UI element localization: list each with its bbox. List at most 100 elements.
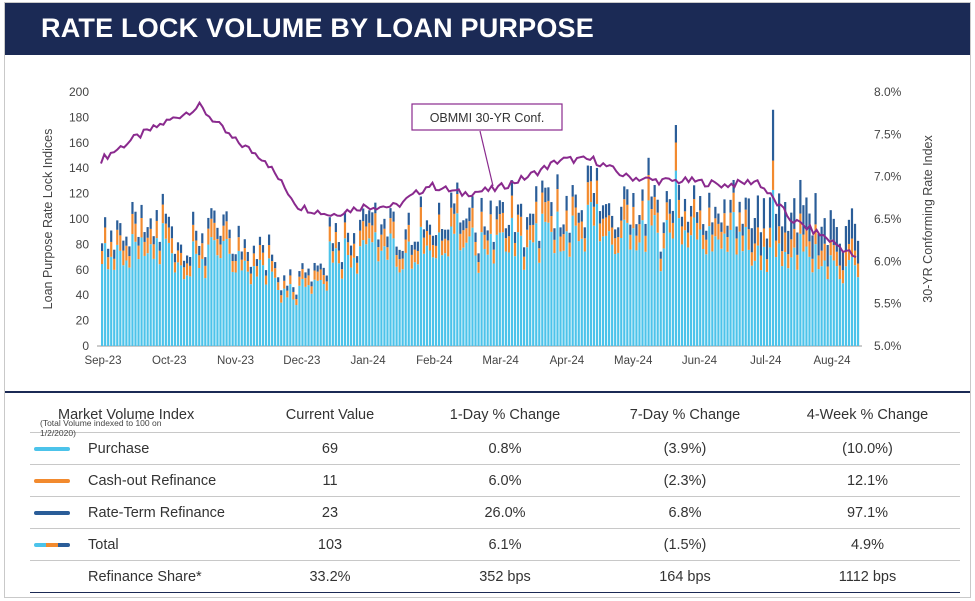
cashout-bar-segment — [186, 263, 189, 276]
y-tick-label: 140 — [69, 161, 89, 175]
cashout-bar-segment — [425, 230, 429, 246]
cashout-bar-segment — [683, 211, 687, 231]
rateterm-bar-segment — [793, 198, 796, 229]
rateterm-bar-segment — [164, 213, 167, 224]
purchase-bar-segment — [155, 238, 158, 346]
purchase-bar-segment — [756, 245, 759, 346]
rateterm-bar-segment — [714, 206, 717, 219]
rateterm-bar-segment — [741, 223, 744, 236]
rateterm-bar-segment — [222, 214, 225, 226]
cashout-bar-segment — [450, 207, 453, 227]
purchase-bar-segment — [240, 270, 243, 346]
rateterm-bar-segment — [298, 271, 301, 277]
rateterm-bar-segment — [352, 233, 356, 244]
cashout-bar-segment — [741, 235, 744, 252]
seven-day-change: 164 bps — [595, 560, 775, 593]
purchase-bar-segment — [116, 244, 119, 346]
rateterm-bar-segment — [620, 206, 623, 221]
cashout-bar-segment — [826, 266, 829, 280]
rateterm-bar-segment — [844, 226, 848, 252]
cashout-bar-segment — [844, 251, 848, 267]
rateterm-bar-segment — [592, 193, 596, 207]
purchase-bar-segment — [119, 250, 122, 346]
purchase-bar-segment — [550, 231, 553, 346]
cashout-bar-segment — [592, 206, 596, 226]
cashout-bar-segment — [243, 247, 246, 261]
rateterm-bar-segment — [784, 202, 787, 233]
purchase-bar-segment — [295, 305, 298, 346]
table-row: Cash-out Refinance 11 6.0% (2.3%) 12.1% — [30, 464, 960, 497]
cashout-bar-segment — [562, 234, 565, 251]
rateterm-bar-segment — [574, 194, 577, 208]
rateterm-bar-segment — [516, 204, 520, 215]
rateterm-bar-segment — [483, 226, 486, 235]
purchase-bar-segment — [222, 241, 225, 346]
cashout-bar-segment — [271, 261, 274, 272]
rateterm-bar-segment — [161, 193, 164, 205]
rateterm-bar-segment — [158, 241, 161, 251]
seven-day-change: 6.8% — [595, 496, 775, 529]
rateterm-bar-segment — [595, 167, 599, 181]
purchase-bar-segment — [671, 238, 674, 346]
cashout-bar-segment — [544, 202, 547, 222]
four-week-change: 1112 bps — [775, 560, 960, 593]
rateterm-bar-segment — [853, 223, 857, 251]
purchase-bar-segment — [574, 225, 577, 346]
purchase-bar-segment — [677, 218, 681, 346]
rateterm-swatch — [34, 510, 70, 515]
cashout-bar-segment — [195, 240, 198, 254]
rateterm-bar-segment — [702, 224, 705, 235]
cashout-swatch — [34, 478, 70, 483]
cashout-bar-segment — [832, 245, 835, 261]
cashout-bar-segment — [438, 214, 441, 233]
cashout-bar-segment — [468, 221, 471, 237]
rateterm-bar-segment — [413, 241, 416, 250]
purchase-bar-segment — [380, 250, 383, 346]
four-week-change: 12.1% — [775, 464, 960, 497]
rateterm-bar-segment — [617, 227, 620, 238]
rateterm-bar-segment — [286, 285, 289, 291]
cashout-bar-segment — [817, 255, 820, 270]
rateterm-bar-segment — [195, 230, 198, 241]
y-tick-label: 20 — [76, 314, 90, 328]
cashout-bar-segment — [696, 222, 699, 240]
x-tick-label: Jun-24 — [682, 355, 718, 367]
cashout-bar-segment — [659, 258, 662, 272]
cashout-bar-segment — [668, 213, 671, 233]
purchase-bar-segment — [856, 277, 860, 346]
rateterm-bar-segment — [683, 198, 687, 212]
cashout-bar-segment — [768, 227, 772, 248]
cashout-bar-segment — [802, 234, 805, 252]
cashout-bar-segment — [653, 196, 656, 216]
purchase-bar-segment — [447, 256, 450, 346]
purchase-bar-segment — [686, 247, 690, 346]
cashout-bar-segment — [853, 250, 857, 266]
cashout-bar-segment — [689, 216, 693, 236]
rateterm-bar-segment — [334, 223, 337, 232]
rateterm-bar-segment — [856, 240, 860, 264]
purchase-bar-segment — [732, 212, 735, 346]
purchase-bar-segment — [741, 251, 744, 346]
purchase-bar-segment — [304, 286, 307, 346]
seven-day-change: (1.5%) — [595, 528, 775, 561]
rateterm-bar-segment — [565, 195, 568, 211]
y-tick-label: 180 — [69, 110, 89, 124]
purchase-bar-segment — [665, 220, 668, 346]
rateterm-bar-segment — [541, 180, 544, 193]
purchase-bar-segment — [255, 276, 259, 346]
x-tick-label: Sep-23 — [84, 355, 121, 367]
cashout-bar-segment — [401, 258, 404, 270]
cashout-bar-segment — [122, 250, 125, 266]
cashout-bar-segment — [750, 252, 753, 266]
rateterm-bar-segment — [122, 240, 125, 251]
rateterm-bar-segment — [155, 210, 158, 221]
cashout-bar-segment — [189, 265, 192, 277]
purchase-bar-segment — [249, 284, 252, 346]
purchase-bar-segment — [310, 293, 313, 346]
cashout-bar-segment — [535, 201, 538, 224]
rateterm-bar-segment — [444, 229, 447, 239]
rateterm-bar-segment — [753, 218, 756, 244]
current-value: 103 — [245, 528, 415, 561]
cashout-bar-segment — [149, 228, 152, 245]
purchase-bar-segment — [598, 241, 602, 346]
